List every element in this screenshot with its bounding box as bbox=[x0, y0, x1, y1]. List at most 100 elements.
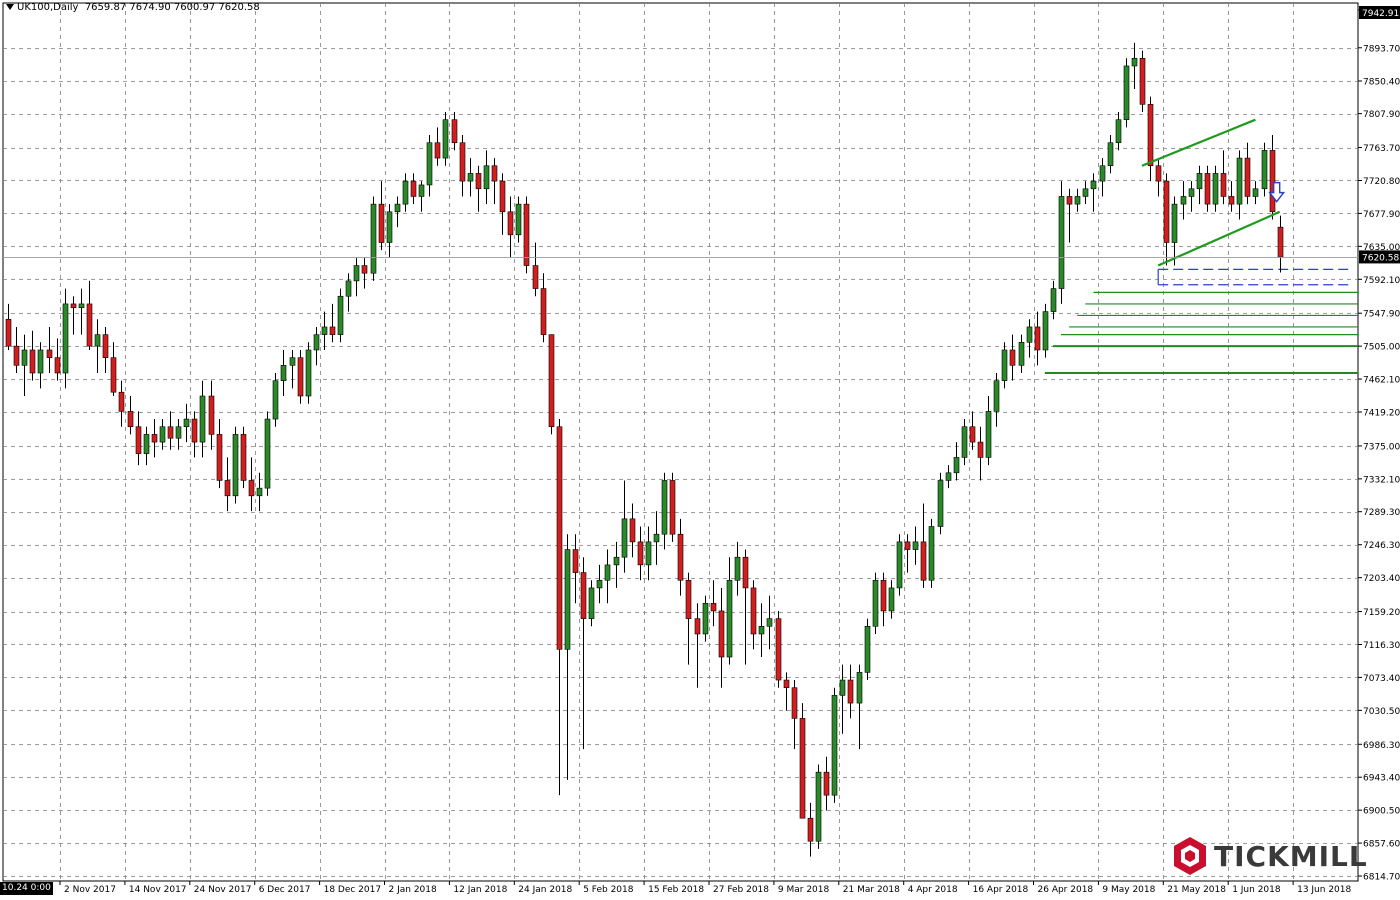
candle bbox=[289, 349, 296, 389]
price-label: 7505.00 bbox=[1363, 343, 1400, 353]
tickmill-logo: TICKMILL bbox=[1172, 836, 1368, 876]
candle bbox=[46, 326, 53, 373]
candle bbox=[1147, 96, 1154, 182]
price-label: 7375.00 bbox=[1363, 442, 1400, 452]
bull-candle-body bbox=[1196, 173, 1203, 190]
price-label: 7203.40 bbox=[1363, 574, 1400, 584]
bear-candle-body bbox=[110, 357, 117, 393]
bull-candle-body bbox=[896, 541, 903, 589]
candle bbox=[280, 349, 287, 397]
bear-candle-body bbox=[459, 142, 466, 182]
candle bbox=[21, 334, 28, 397]
time-label: 12 Jan 2018 bbox=[453, 885, 507, 895]
candle bbox=[1212, 165, 1219, 212]
bear-candle-body bbox=[807, 817, 814, 842]
candle bbox=[742, 549, 749, 665]
candle bbox=[1115, 112, 1122, 151]
candle bbox=[394, 196, 401, 228]
candle bbox=[1042, 303, 1049, 358]
candle bbox=[872, 572, 879, 634]
candle bbox=[896, 534, 903, 596]
candle bbox=[961, 419, 968, 466]
bear-candle-body bbox=[102, 334, 109, 358]
bull-candle-body bbox=[1058, 196, 1065, 289]
candle bbox=[928, 518, 935, 588]
bear-candle-body bbox=[1269, 150, 1276, 213]
price-label: 6814.70 bbox=[1363, 873, 1400, 883]
candle bbox=[515, 196, 522, 243]
bull-candle-body bbox=[143, 434, 150, 454]
candle bbox=[329, 303, 336, 343]
candle bbox=[1261, 142, 1268, 197]
bull-candle-body bbox=[394, 203, 401, 213]
bear-candle-body bbox=[1034, 326, 1041, 351]
candle bbox=[1131, 42, 1138, 89]
bear-candle-body bbox=[1147, 104, 1154, 167]
price-label: 7419.20 bbox=[1363, 408, 1400, 418]
candle bbox=[426, 135, 433, 197]
candle bbox=[945, 465, 952, 489]
candle bbox=[920, 503, 927, 588]
candle bbox=[629, 503, 636, 558]
bull-candle-body bbox=[758, 626, 765, 635]
channel-upper-line bbox=[1141, 118, 1256, 167]
bear-candle-body bbox=[1244, 157, 1251, 197]
bull-candle-body bbox=[1171, 203, 1178, 243]
bear-candle-body bbox=[410, 180, 417, 197]
candle bbox=[507, 196, 514, 258]
time-label: 16 Apr 2018 bbox=[973, 885, 1029, 895]
bull-candle-body bbox=[661, 480, 668, 535]
bull-candle-body bbox=[1261, 150, 1268, 190]
bull-candle-body bbox=[726, 579, 733, 658]
bear-candle-body bbox=[540, 288, 547, 335]
bull-candle-body bbox=[1074, 196, 1081, 205]
time-label: 27 Feb 2018 bbox=[713, 885, 769, 895]
bull-candle-body bbox=[912, 541, 919, 550]
candle bbox=[1196, 165, 1203, 205]
candle bbox=[823, 756, 830, 811]
candle bbox=[864, 618, 871, 681]
candle bbox=[208, 380, 215, 450]
time-label: 9 May 2018 bbox=[1102, 885, 1155, 895]
price-label: 7246.30 bbox=[1363, 541, 1400, 551]
time-start-label: 10.24 0:00 bbox=[0, 882, 53, 895]
candle bbox=[1066, 188, 1073, 243]
time-label: 21 Mar 2018 bbox=[843, 885, 900, 895]
price-label: 7893.70 bbox=[1363, 44, 1400, 54]
candle bbox=[621, 480, 628, 573]
bull-candle-body bbox=[985, 411, 992, 458]
candle bbox=[523, 196, 530, 274]
candle bbox=[151, 419, 158, 458]
bull-candle-body bbox=[766, 618, 773, 627]
chevron-down-icon[interactable] bbox=[6, 4, 14, 10]
bull-candle-body bbox=[1099, 165, 1106, 182]
price-label: 7677.90 bbox=[1363, 210, 1400, 220]
price-label: 7116.30 bbox=[1363, 641, 1400, 651]
candle bbox=[1099, 158, 1106, 197]
bear-candle-body bbox=[1277, 226, 1284, 258]
bear-candle-body bbox=[1139, 57, 1146, 105]
candle bbox=[1082, 181, 1089, 205]
time-label: 21 May 2018 bbox=[1167, 885, 1226, 895]
bear-candle-body bbox=[669, 480, 676, 535]
bull-candle-body bbox=[37, 349, 44, 374]
candle bbox=[459, 135, 466, 197]
candle bbox=[540, 273, 547, 343]
bull-candle-body bbox=[345, 280, 352, 297]
candle bbox=[969, 411, 976, 450]
candle bbox=[888, 580, 895, 619]
price-label: 6900.50 bbox=[1363, 807, 1400, 817]
price-label: 7332.10 bbox=[1363, 475, 1400, 485]
bear-candle-body bbox=[742, 556, 749, 589]
bear-candle-body bbox=[775, 618, 782, 681]
bear-candle-body bbox=[799, 718, 806, 819]
bull-candle-body bbox=[961, 426, 968, 458]
bear-candle-body bbox=[904, 541, 911, 550]
price-label: 6943.40 bbox=[1363, 774, 1400, 784]
symbol-label: UK100,Daily bbox=[17, 2, 79, 13]
bear-candle-body bbox=[86, 303, 93, 347]
candle bbox=[1026, 319, 1033, 358]
candle bbox=[596, 564, 603, 604]
